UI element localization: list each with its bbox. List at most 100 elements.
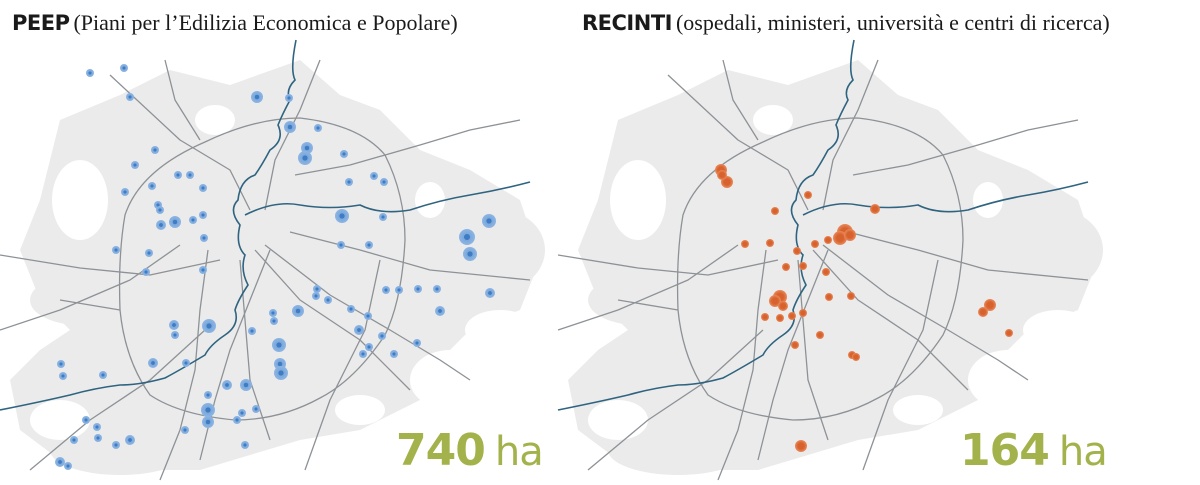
peep-site-marker	[204, 391, 212, 399]
recinti-site-marker	[771, 207, 779, 215]
recinti-area-value: 164	[960, 425, 1050, 476]
peep-site-marker	[463, 247, 477, 261]
peep-site-marker	[186, 171, 194, 179]
recinti-site-marker	[793, 247, 801, 255]
peep-site-marker	[148, 358, 158, 368]
peep-site-marker	[337, 241, 345, 249]
recinti-site-marker	[778, 301, 788, 311]
recinti-site-marker	[761, 313, 769, 321]
peep-site-marker	[156, 220, 166, 230]
recinti-site-marker	[811, 240, 819, 248]
peep-site-marker	[324, 296, 332, 304]
peep-site-marker	[395, 286, 403, 294]
peep-site-marker	[82, 416, 90, 424]
peep-site-marker	[169, 216, 181, 228]
recinti-site-marker	[717, 170, 727, 180]
peep-area-value: 740	[396, 425, 486, 476]
peep-site-marker	[380, 178, 388, 186]
recinti-site-marker	[984, 299, 996, 311]
peep-site-marker	[241, 441, 249, 449]
peep-site-marker	[57, 360, 65, 368]
peep-site-marker	[284, 121, 296, 133]
peep-site-marker	[347, 305, 355, 313]
recinti-title: RECINTI (ospedali, ministeri, università …	[582, 10, 1110, 36]
recinti-site-marker	[741, 240, 749, 248]
recinti-site-marker	[844, 229, 856, 241]
peep-site-marker	[314, 124, 322, 132]
recinti-title-abbr: RECINTI	[582, 11, 672, 35]
peep-site-marker	[370, 172, 378, 180]
peep-site-marker	[252, 405, 260, 413]
peep-site-marker	[365, 343, 373, 351]
recinti-site-marker	[978, 307, 988, 317]
peep-site-marker	[151, 146, 159, 154]
recinti-site-marker	[816, 331, 824, 339]
peep-site-marker	[121, 188, 129, 196]
peep-site-marker	[382, 286, 390, 294]
peep-site-marker	[148, 182, 156, 190]
recinti-site-marker	[791, 341, 799, 349]
recinti-site-marker	[782, 263, 790, 271]
recinti-site-marker	[833, 231, 847, 245]
peep-title-abbr: PEEP	[12, 11, 70, 35]
peep-site-marker	[120, 64, 128, 72]
peep-site-marker	[156, 206, 164, 214]
recinti-site-marker	[1005, 329, 1013, 337]
peep-site-marker	[312, 292, 320, 300]
peep-site-marker	[364, 312, 372, 320]
recinti-site-marker	[824, 236, 832, 244]
recinti-area-unit: ha	[1058, 429, 1108, 475]
recinti-site-marker	[766, 239, 774, 247]
peep-site-marker	[125, 435, 135, 445]
peep-site-marker	[340, 150, 348, 158]
peep-site-marker	[413, 339, 421, 347]
peep-site-marker	[169, 320, 179, 330]
peep-site-marker	[64, 462, 72, 470]
peep-site-marker	[301, 142, 313, 154]
recinti-site-marker	[799, 262, 807, 270]
peep-site-marker	[274, 366, 288, 380]
peep-site-marker	[335, 209, 349, 223]
peep-site-marker	[131, 161, 139, 169]
peep-site-marker	[199, 211, 207, 219]
peep-site-marker	[298, 151, 312, 165]
peep-site-marker	[222, 380, 232, 390]
recinti-site-marker	[825, 293, 833, 301]
recinti-site-marker	[822, 268, 830, 276]
peep-site-marker	[94, 434, 102, 442]
peep-site-marker	[414, 285, 422, 293]
peep-site-marker	[59, 372, 67, 380]
peep-site-marker	[112, 246, 120, 254]
recinti-site-marker	[795, 440, 807, 452]
peep-site-marker	[238, 409, 246, 417]
recinti-site-marker	[804, 191, 812, 199]
peep-site-marker	[200, 234, 208, 242]
recinti-site-marker	[776, 314, 784, 322]
peep-site-marker	[378, 332, 386, 340]
peep-site-marker	[359, 350, 367, 358]
peep-site-marker	[354, 325, 364, 335]
recinti-basemap	[557, 39, 1104, 481]
peep-site-marker	[270, 317, 278, 325]
peep-site-marker	[240, 379, 252, 391]
recinti-site-marker	[788, 312, 796, 320]
peep-site-marker	[345, 178, 353, 186]
peep-site-marker	[459, 229, 475, 245]
peep-site-marker	[112, 441, 120, 449]
peep-site-marker	[433, 285, 441, 293]
peep-title: PEEP (Piani per l’Edilizia Economica e Po…	[12, 10, 458, 36]
peep-title-desc: (Piani per l’Edilizia Economica e Popola…	[73, 10, 458, 35]
recinti-site-marker	[870, 204, 880, 214]
peep-site-marker	[86, 69, 94, 77]
peep-site-marker	[174, 171, 182, 179]
peep-site-marker	[313, 285, 321, 293]
peep-site-marker	[145, 249, 153, 257]
recinti-markers	[715, 164, 1013, 452]
peep-area-unit: ha	[494, 429, 544, 475]
peep-site-marker	[202, 319, 216, 333]
peep-site-marker	[269, 309, 277, 317]
peep-site-marker	[201, 403, 215, 417]
peep-site-marker	[55, 457, 65, 467]
peep-site-marker	[285, 94, 293, 102]
